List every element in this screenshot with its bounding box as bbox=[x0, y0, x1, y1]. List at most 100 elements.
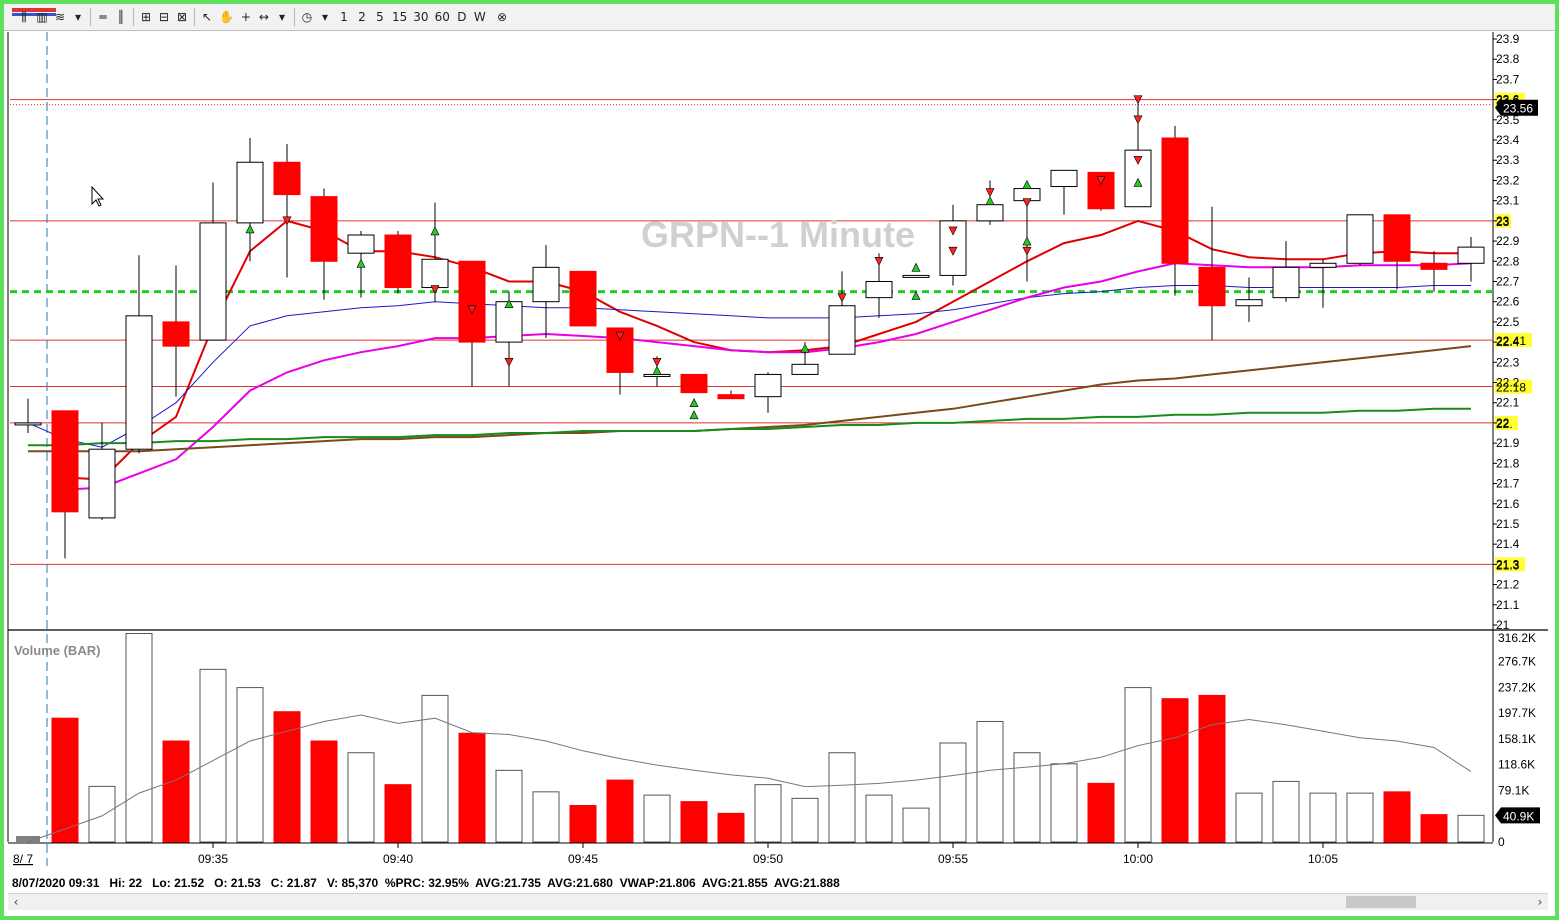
level-label-bg bbox=[1495, 415, 1518, 430]
ma-line bbox=[27, 285, 1471, 448]
volume-tick-label: 158.1K bbox=[1498, 732, 1536, 746]
price-tick-label: 21.4 bbox=[1496, 537, 1520, 551]
sell-signal-icon bbox=[837, 293, 847, 303]
price-tick-label: 23.9 bbox=[1496, 32, 1520, 46]
candle-body bbox=[384, 234, 412, 289]
candle-body bbox=[1309, 262, 1337, 268]
horizontal-scrollbar[interactable]: ‹ › bbox=[8, 893, 1548, 910]
sell-signal-icon bbox=[948, 226, 958, 236]
dropdown-icon[interactable]: ▾ bbox=[278, 10, 285, 24]
volume-tick-label: 316.2K bbox=[1498, 631, 1536, 645]
zoom-in-icon[interactable]: ⊞ bbox=[140, 10, 152, 24]
chart-title: GRPN--1 Minute bbox=[641, 214, 915, 255]
last-price-label: 23.56 bbox=[1503, 102, 1533, 116]
volume-bar bbox=[310, 740, 338, 843]
sell-signal-icon bbox=[1022, 246, 1032, 256]
volume-bar bbox=[125, 633, 153, 843]
level-label: 23 bbox=[1496, 215, 1510, 229]
volume-bar bbox=[828, 752, 856, 843]
candle-body bbox=[902, 274, 930, 278]
dropdown-icon[interactable]: ▾ bbox=[74, 10, 82, 24]
candle-body bbox=[680, 373, 708, 394]
interval-button-30[interactable]: 30 bbox=[413, 10, 429, 24]
price-tick-label: 21.7 bbox=[1496, 477, 1520, 491]
candle-body bbox=[51, 410, 79, 513]
zoom-out-icon[interactable]: ⊟ bbox=[158, 10, 170, 24]
measure-icon[interactable]: ↔ bbox=[258, 10, 269, 24]
price-tick-label: 23.7 bbox=[1496, 72, 1520, 86]
volume-bar bbox=[1087, 782, 1115, 843]
level-label: 22. bbox=[1496, 417, 1513, 431]
price-tick-label: 23.8 bbox=[1496, 52, 1520, 66]
candle-body bbox=[1383, 214, 1411, 262]
hand-icon[interactable]: ✋ bbox=[219, 10, 234, 24]
chart-toolbar: ⫼ ▥ ≋ ▾ ═ ║ ⊞ ⊟ ⊠ ↖ ✋ + ↔ ▾ ◷ ▾ 1 2 5 15 30 60 D W ⊗ bbox=[4, 4, 1555, 31]
line-style-icon[interactable]: ≋ bbox=[54, 10, 66, 24]
interval-button-5[interactable]: 5 bbox=[376, 10, 384, 24]
price-tick-label: 22.9 bbox=[1496, 234, 1520, 248]
price-tick-label: 22.6 bbox=[1496, 295, 1520, 309]
candle-body bbox=[88, 448, 116, 519]
hline-icon[interactable]: ═ bbox=[99, 10, 107, 24]
buy-signal-icon bbox=[245, 224, 255, 234]
interval-button-d[interactable]: D bbox=[457, 10, 467, 24]
candle-body bbox=[717, 394, 745, 400]
interval-button-2[interactable]: 2 bbox=[358, 10, 366, 24]
price-plot-area bbox=[8, 32, 1493, 628]
vline-icon[interactable]: ║ bbox=[117, 10, 125, 24]
crosshair-icon[interactable]: + bbox=[240, 10, 251, 24]
volume-bar bbox=[902, 807, 930, 843]
candle-body bbox=[532, 266, 560, 303]
time-tick-label: 09:55 bbox=[938, 852, 968, 866]
candle-body bbox=[1198, 266, 1226, 307]
level-label-bg bbox=[1495, 379, 1532, 394]
pointer-icon[interactable]: ↖ bbox=[201, 10, 213, 24]
buy-signal-icon bbox=[652, 365, 662, 375]
volume-bar bbox=[458, 732, 486, 843]
buy-signal-icon bbox=[911, 290, 921, 300]
sell-signal-icon bbox=[1133, 115, 1143, 125]
volume-bar bbox=[1124, 687, 1152, 843]
interval-button-60[interactable]: 60 bbox=[434, 10, 450, 24]
bar-style-icon[interactable]: ⫼ bbox=[21, 10, 27, 24]
sell-signal-icon bbox=[430, 285, 440, 295]
price-tick-label: 21.2 bbox=[1496, 578, 1520, 592]
buy-signal-icon bbox=[800, 343, 810, 353]
volume-bar bbox=[976, 720, 1004, 843]
volume-bar bbox=[754, 784, 782, 843]
price-tick-label: 21 bbox=[1496, 618, 1510, 632]
time-tick-label: 10:00 bbox=[1123, 852, 1153, 866]
volume-bar bbox=[717, 812, 745, 843]
volume-bar bbox=[88, 785, 116, 843]
volume-bar bbox=[1420, 814, 1448, 843]
volume-bar bbox=[1272, 780, 1300, 843]
price-tick-label: 23.1 bbox=[1496, 194, 1520, 208]
volume-bar bbox=[865, 794, 893, 843]
scroll-right-icon[interactable]: › bbox=[1537, 895, 1543, 909]
candle-body bbox=[1457, 246, 1485, 264]
interval-button-w[interactable]: W bbox=[473, 10, 486, 24]
volume-bar bbox=[236, 687, 264, 843]
scroll-thumb[interactable] bbox=[1346, 896, 1416, 908]
buy-signal-icon bbox=[430, 226, 440, 236]
volume-bar bbox=[532, 791, 560, 843]
interval-button-1[interactable]: 1 bbox=[340, 10, 348, 24]
close-chart-icon[interactable]: ⊗ bbox=[496, 10, 508, 24]
volume-average-line bbox=[27, 714, 1472, 843]
date-tick-label: 8/ 7 bbox=[13, 852, 33, 866]
candle-body bbox=[754, 373, 782, 398]
app-flag-red bbox=[12, 8, 56, 12]
interval-button-15[interactable]: 15 bbox=[392, 10, 408, 24]
clock-icon[interactable]: ◷ bbox=[301, 10, 313, 24]
time-tick-label: 10:05 bbox=[1308, 852, 1338, 866]
price-tick-label: 21.8 bbox=[1496, 456, 1520, 470]
toolbar-separator bbox=[90, 8, 91, 26]
zoom-fit-icon[interactable]: ⊠ bbox=[176, 10, 188, 24]
level-label-bg bbox=[1495, 213, 1511, 228]
price-tick-label: 21.3 bbox=[1496, 557, 1520, 571]
candle-style-icon[interactable]: ▥ bbox=[36, 10, 48, 24]
scroll-left-icon[interactable]: ‹ bbox=[13, 895, 19, 909]
price-tick-label: 22 bbox=[1496, 416, 1510, 430]
dropdown-icon[interactable]: ▾ bbox=[321, 10, 328, 24]
